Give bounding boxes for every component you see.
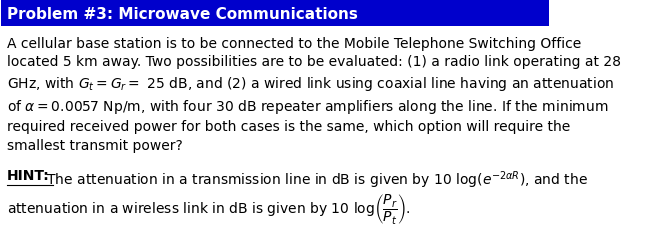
FancyBboxPatch shape [1, 1, 549, 27]
Text: Problem #3: Microwave Communications: Problem #3: Microwave Communications [7, 7, 358, 22]
Text: A cellular base station is to be connected to the Mobile Telephone Switching Off: A cellular base station is to be connect… [7, 37, 621, 152]
Text: attenuation in a wireless link in dB is given by 10 log$\left(\dfrac{P_r}{P_t}\r: attenuation in a wireless link in dB is … [7, 191, 411, 225]
Text: The attenuation in a transmission line in dB is given by 10 log($e^{-2\alpha R}$: The attenuation in a transmission line i… [42, 168, 588, 190]
Text: HINT:: HINT: [7, 168, 49, 182]
